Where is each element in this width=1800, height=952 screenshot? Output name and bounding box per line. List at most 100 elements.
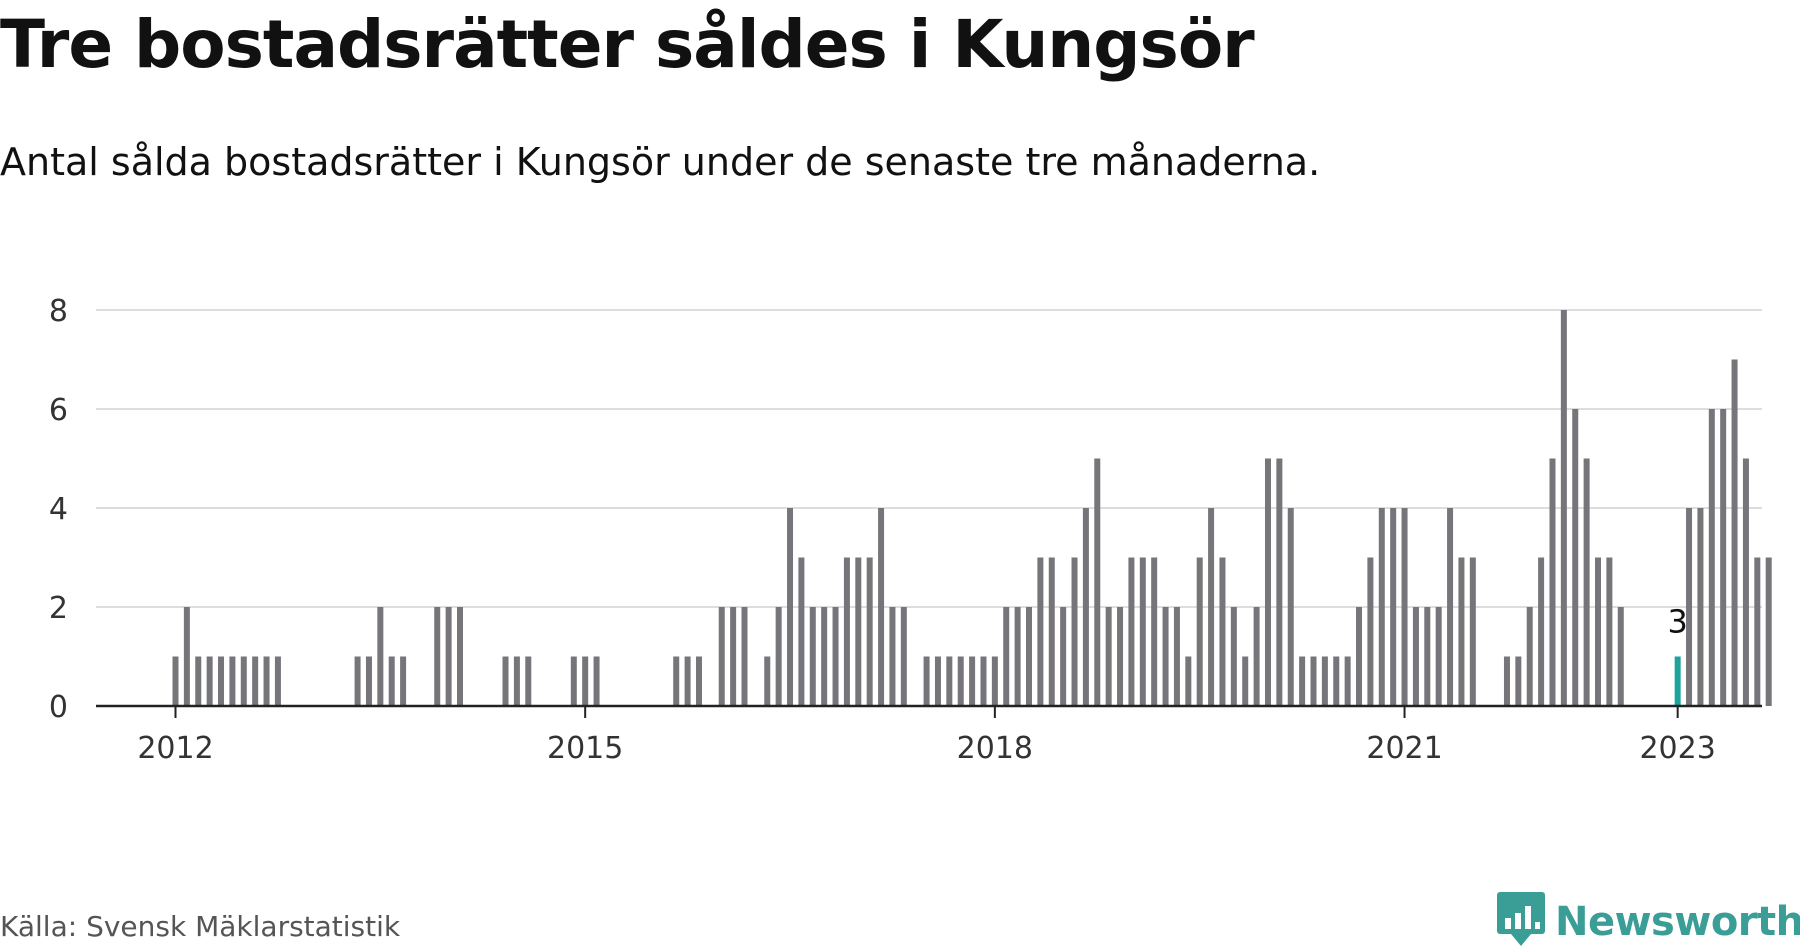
bar [1390,508,1397,706]
bar [457,607,463,706]
bar [832,607,839,706]
bar [1014,607,1021,706]
newsworthy-logo-icon [1497,892,1545,952]
bar [1731,359,1738,706]
bar [764,656,771,706]
bar [855,557,862,706]
bar [593,656,600,706]
bar [1572,409,1579,706]
bar [1617,607,1624,706]
bar [218,656,225,706]
bar [365,656,372,706]
bar [1026,607,1032,706]
bar [1117,607,1124,706]
x-tick-label: 2021 [1366,731,1442,766]
bar [434,607,441,706]
bar [730,607,737,706]
bar [695,656,702,706]
bar [1151,557,1158,706]
bar [1082,508,1089,706]
bar [923,656,930,706]
bar [1321,656,1328,706]
x-tick-label: 2023 [1639,731,1715,766]
bar [1742,458,1749,706]
bar [1094,458,1101,706]
bar [229,656,236,706]
bar [1299,656,1306,706]
bar [934,656,941,706]
bar [1310,656,1317,706]
bar [377,607,384,706]
bar [1196,557,1203,706]
bar [821,607,828,706]
bar [1435,607,1442,706]
bar [1754,557,1761,706]
y-tick-label: 0 [49,690,68,725]
y-axis-tick-labels: 0 2 4 6 8 [49,294,68,725]
bar [1264,458,1271,706]
bar [1048,557,1055,706]
bar [843,557,850,706]
bar [809,607,816,706]
bar [1526,607,1533,706]
bar [252,656,259,706]
bar [1765,557,1772,706]
bar [1333,656,1340,706]
bar [900,607,907,706]
y-tick-label: 8 [49,294,68,329]
bar [1708,409,1715,706]
bar [400,656,407,706]
bar [1037,557,1044,706]
brand-name: Newsworthy [1555,899,1800,945]
bar [525,656,532,706]
bar [1060,607,1067,706]
bar [1139,557,1146,706]
bar [1356,607,1363,706]
bar [172,656,179,706]
bar [1378,508,1385,706]
bar [1105,607,1112,706]
bar [1424,607,1431,706]
bar [1276,458,1283,706]
chart-subtitle: Antal sålda bostadsrätter i Kungsör unde… [0,140,1321,184]
bar [1208,508,1215,706]
x-tick-label: 2012 [137,731,213,766]
bar [889,607,896,706]
bar [183,607,190,706]
bar [1185,656,1192,706]
bar [798,557,805,706]
bar [1230,607,1237,706]
bar [1401,508,1408,706]
bar [1515,656,1522,706]
bar [1560,310,1567,706]
bar [1720,409,1727,706]
bar [502,656,509,706]
bar [1447,508,1454,706]
highlight-value-label: 3 [1667,603,1687,641]
bar [513,656,520,706]
newsworthy-brand[interactable]: Newsworthy [1497,892,1800,952]
bar [1071,557,1078,706]
bar [957,656,964,706]
bar [582,656,589,706]
bar [1344,656,1351,706]
chart-title: Tre bostadsrätter såldes i Kungsör [0,6,1255,83]
bar [1538,557,1545,706]
bar [274,656,281,706]
bar [1219,557,1226,706]
bar [718,607,725,706]
bar [1583,458,1590,706]
bar [195,656,202,706]
bar [741,607,748,706]
bar [684,656,691,706]
y-tick-label: 6 [49,393,68,428]
bar [1595,557,1601,706]
y-tick-label: 4 [49,492,68,527]
bar [1253,607,1260,706]
bar [1686,508,1693,706]
bar [1162,607,1169,706]
bar [1503,656,1510,706]
bar [1367,557,1374,706]
bar [445,607,452,706]
